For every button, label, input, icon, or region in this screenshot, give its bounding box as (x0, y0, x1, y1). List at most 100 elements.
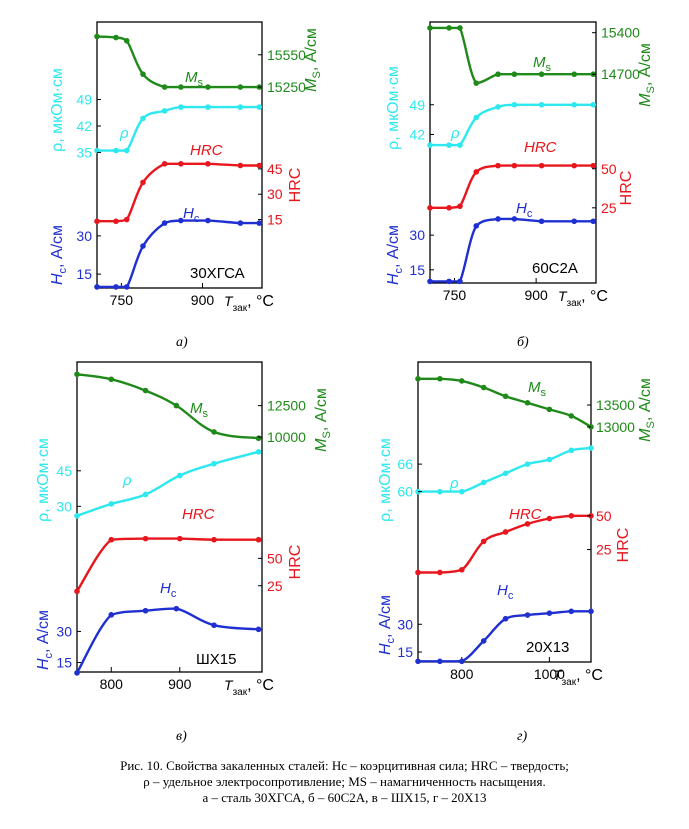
data-point-rho (473, 114, 480, 121)
series-line-Ms (76, 373, 259, 440)
y-tick-label-Ms: 10000 (267, 429, 306, 445)
data-point-HRC (113, 218, 119, 225)
y-tick-label-rho: 30 (56, 498, 72, 514)
curve-label-Ms: Ms (185, 69, 204, 89)
data-point-rho (237, 104, 244, 110)
y-tick-label-rho: 35 (76, 144, 92, 160)
data-point-HRC (511, 162, 518, 169)
data-point-Hc (446, 278, 452, 285)
data-point-Hc (237, 220, 244, 226)
y-axis-title-Ms: MS, А/см (313, 388, 333, 452)
panel-label-b: б) (517, 335, 529, 350)
y-axis-title-Hc: Hc, А/см (377, 595, 397, 655)
y-tick-label-Hc: 30 (76, 228, 92, 244)
data-point-Hc (142, 607, 149, 614)
curve-label-rho: ρ (450, 125, 460, 142)
data-point-Ms (571, 71, 578, 78)
data-point-Ms (511, 71, 518, 78)
y-axis-title-Ms: MS, А/см (303, 28, 323, 92)
data-point-HRC (256, 162, 263, 169)
data-point-Hc (256, 220, 263, 226)
data-point-Ms (94, 33, 100, 40)
y-axis-title-rho: ρ, мкОм·см (49, 68, 66, 152)
data-point-Ms (178, 84, 184, 90)
data-point-HRC (524, 521, 531, 527)
data-point-Hc (113, 284, 119, 290)
series-line-HRC (418, 514, 591, 574)
series-line-rho (418, 446, 592, 493)
steel-grade-label: 20Х13 (526, 639, 569, 656)
data-point-HRC (140, 179, 146, 186)
curve-label-Hc: Hc (183, 205, 200, 225)
data-point-Hc (178, 217, 184, 224)
panel-label-v: в) (176, 729, 187, 744)
data-point-Ms (446, 25, 452, 31)
data-point-HRC (123, 216, 130, 223)
data-point-Hc (457, 278, 463, 285)
y-tick-label-Ms: 14700 (601, 66, 640, 82)
y-axis-title-HRC: HRC (618, 171, 635, 206)
y-axis-title-Hc: Hc, А/см (385, 225, 405, 285)
y-tick-label-Hc: 30 (409, 227, 425, 243)
data-point-Ms (568, 413, 575, 419)
data-point-rho (140, 115, 146, 122)
data-point-HRC (446, 205, 452, 211)
data-point-Hc (415, 658, 421, 665)
y-tick-label-HRC: 50 (601, 161, 617, 177)
data-point-HRC (178, 161, 184, 167)
series-line-Hc (75, 607, 259, 674)
x-tick-label: 1000 (534, 666, 565, 682)
y-axis-title-rho: ρ, мкОм·см (35, 438, 52, 522)
curve-label-Hc: Hc (497, 582, 514, 602)
y-tick-label-HRC: 45 (267, 161, 283, 177)
series-line-rho (76, 450, 259, 517)
y-tick-label-rho: 42 (409, 127, 425, 143)
data-point-Ms (255, 435, 262, 442)
y-tick-label-HRC: 50 (267, 550, 283, 566)
y-tick-label-Hc: 15 (56, 655, 72, 671)
curve-label-HRC: HRC (524, 139, 557, 156)
data-point-HRC (458, 566, 465, 573)
data-point-rho (524, 461, 531, 467)
data-point-Ms (123, 37, 130, 44)
x-tick-label: 900 (524, 287, 548, 303)
data-point-Ms (502, 393, 509, 400)
data-point-Ms (113, 34, 119, 41)
data-point-Ms (140, 71, 146, 77)
data-point-Hc (546, 610, 553, 616)
curve-label-HRC: HRC (509, 506, 542, 523)
y-axis-title-rho: ρ, мкОм·см (385, 66, 402, 150)
curve-label-Ms: Ms (190, 400, 209, 420)
data-point-rho (437, 488, 443, 495)
data-point-rho (495, 104, 501, 110)
data-point-Hc (495, 216, 501, 222)
data-point-HRC (108, 536, 115, 543)
curve-label-Ms: Ms (533, 54, 552, 74)
data-point-Hc (473, 223, 480, 229)
y-tick-label-rho: 42 (76, 118, 92, 134)
data-point-rho (457, 142, 463, 148)
y-tick-label-Ms: 15400 (601, 25, 640, 41)
data-point-Ms (415, 375, 421, 382)
data-point-Hc (173, 605, 180, 612)
data-point-rho (588, 445, 594, 451)
data-point-Ms (108, 376, 115, 383)
plot-frame (429, 21, 597, 284)
data-point-HRC (571, 162, 578, 169)
data-point-rho (108, 501, 115, 507)
data-point-rho (446, 142, 452, 148)
data-point-HRC (74, 588, 80, 595)
data-point-HRC (211, 536, 217, 543)
data-point-rho (176, 472, 183, 479)
curve-label-HRC: HRC (190, 142, 223, 159)
steel-grade-label: ШХ15 (196, 651, 236, 668)
data-point-Hc (524, 612, 531, 618)
y-tick-label-rho: 60 (397, 484, 413, 500)
curve-label-rho: ρ (122, 472, 132, 489)
data-point-rho (546, 456, 553, 463)
data-point-HRC (480, 538, 487, 545)
y-tick-label-Hc: 30 (397, 616, 413, 632)
data-point-Hc (511, 216, 518, 222)
curve-label-rho: ρ (449, 475, 459, 492)
data-point-HRC (161, 161, 168, 167)
